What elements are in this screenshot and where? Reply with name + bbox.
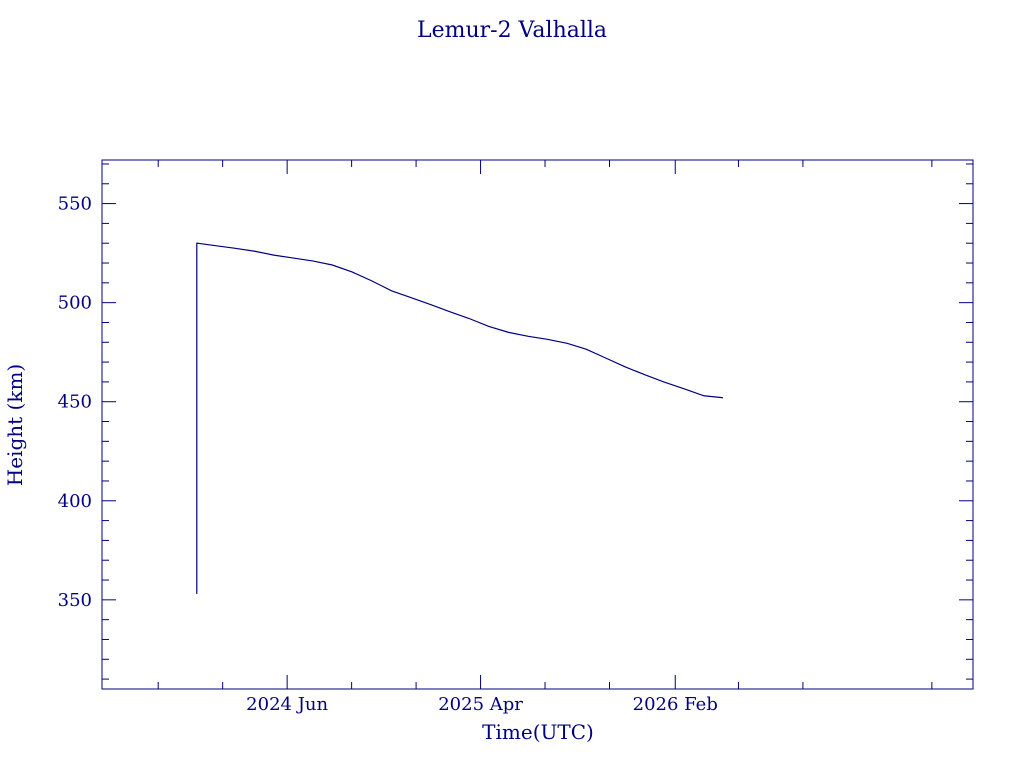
- y-axis: 350 400 450 500 550: [58, 194, 973, 611]
- x-tick-label: 2024 Jun: [246, 694, 328, 715]
- y-tick-label: 550: [58, 194, 92, 215]
- x-tick-label: 2026 Feb: [633, 694, 718, 715]
- plot-frame: [101, 159, 974, 690]
- height-series-line: [196, 242, 724, 594]
- x-tick-label: 2025 Apr: [438, 694, 523, 715]
- chart-title: Lemur-2 Valhalla: [417, 18, 607, 43]
- minor-ticks: [102, 160, 973, 689]
- y-tick-label: 400: [58, 491, 92, 512]
- x-axis-label: Time(UTC): [482, 720, 594, 744]
- series-layer: [196, 242, 724, 594]
- x-axis: 2024 Jun 2025 Apr 2026 Feb: [246, 160, 718, 715]
- y-tick-label: 500: [58, 293, 92, 314]
- y-tick-label: 350: [58, 590, 92, 611]
- y-axis-label: Height (km): [3, 364, 27, 486]
- y-tick-label: 450: [58, 392, 92, 413]
